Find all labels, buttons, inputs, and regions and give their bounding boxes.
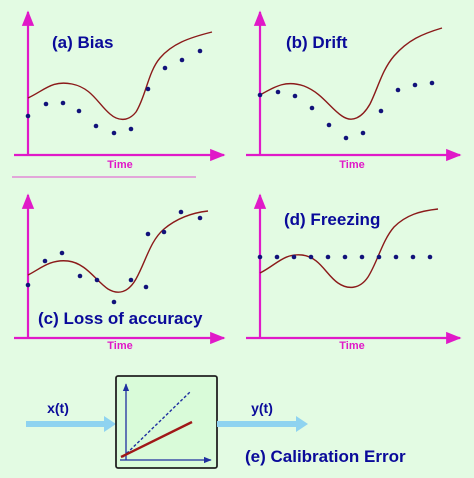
x-axis-label: Time <box>339 340 364 352</box>
measured-readings <box>257 80 435 141</box>
calibration-box <box>115 375 218 469</box>
true-signal-curve <box>259 27 443 120</box>
output-label: y(t) <box>251 400 273 416</box>
input-arrow <box>26 416 116 432</box>
measured-readings <box>25 48 203 136</box>
true-signal-curve <box>259 208 439 289</box>
panel-title: (a) Bias <box>52 33 113 52</box>
output-arrow <box>217 416 308 432</box>
input-label: x(t) <box>47 400 69 416</box>
true-signal-curve <box>27 31 213 121</box>
panel-drift: (b) Drift Time <box>246 10 462 171</box>
panel-bias: (a) Bias Time <box>14 10 226 171</box>
panel-title: (e) Calibration Error <box>245 447 406 466</box>
true-signal-curve <box>27 210 209 293</box>
panel-title: (c) Loss of accuracy <box>38 309 203 328</box>
panel-freezing: (d) Freezing Time <box>246 193 462 352</box>
ideal-calibration-line <box>122 391 191 458</box>
panel-title: (d) Freezing <box>284 210 380 229</box>
measured-readings <box>25 209 203 305</box>
x-axis-label: Time <box>107 159 132 171</box>
panel-loss-of-accuracy: (c) Loss of accuracy Time <box>14 193 226 352</box>
x-axis-label: Time <box>339 159 364 171</box>
panel-title: (b) Drift <box>286 33 348 52</box>
measured-readings <box>257 254 433 260</box>
x-axis-label: Time <box>107 340 132 352</box>
panel-calibration-error: x(t) y(t) (e) Calibration Error <box>26 375 406 469</box>
actual-calibration-line <box>120 420 193 459</box>
